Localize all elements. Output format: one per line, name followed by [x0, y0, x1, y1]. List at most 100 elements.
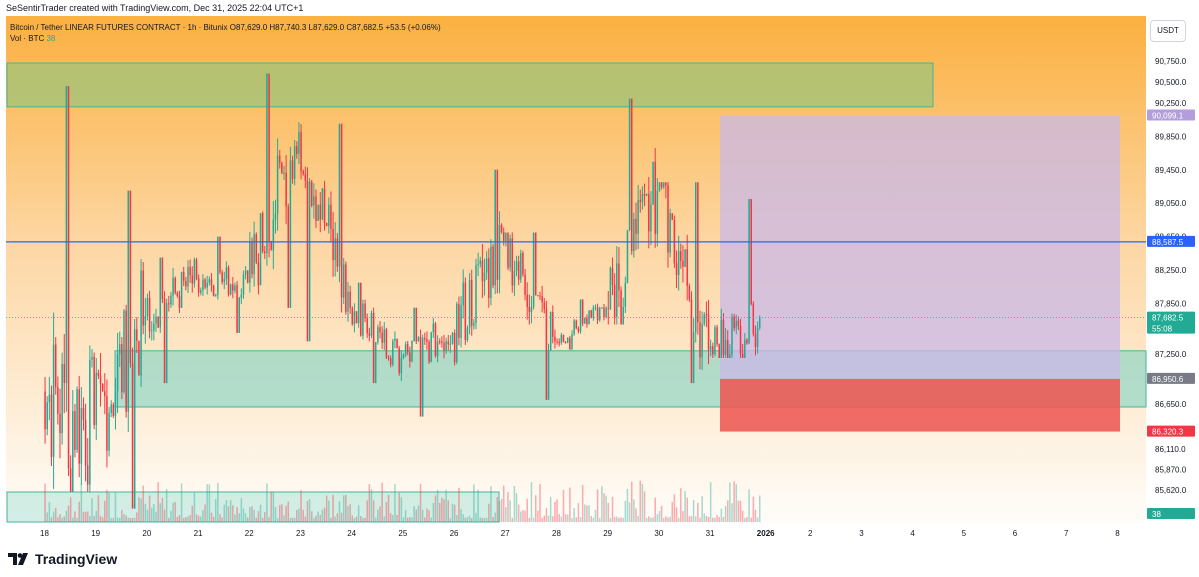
candle-body [123, 310, 125, 392]
volume-bar [413, 506, 415, 522]
volume-bar [637, 516, 639, 522]
candle-body [368, 333, 371, 336]
currency-button[interactable]: USDT [1150, 20, 1186, 42]
chart-area[interactable]: 90,750.0 90,500.0 90,250.0 89,850.0 89,450.0… [0, 16, 1199, 543]
candle-body [620, 290, 622, 325]
candle-body [739, 326, 742, 354]
candle-body [660, 182, 663, 188]
header-bar: SeSentirTrader created with TradingView.… [0, 0, 1199, 16]
candle-body [191, 275, 194, 284]
volume-bar [464, 517, 467, 522]
volume-bar [509, 500, 511, 522]
x-tick-label: 3 [859, 529, 864, 538]
candle-body [430, 332, 432, 362]
candle-body [238, 297, 240, 333]
candle-body [406, 343, 409, 353]
volume-bar [507, 492, 509, 522]
volume-bar [620, 517, 622, 522]
volume-bar [353, 517, 356, 522]
volume-bar [609, 517, 612, 522]
price-tag-label: 87,682.5 [1152, 314, 1184, 323]
volume-bar [724, 506, 727, 522]
candle-body [601, 307, 603, 309]
candle-body [182, 271, 185, 281]
volume-bar [694, 516, 697, 522]
candle-body [74, 411, 76, 450]
volume-bar [133, 517, 136, 522]
volume-bar [447, 500, 450, 522]
volume-bar [180, 483, 183, 522]
volume-bar [441, 497, 443, 522]
volume-bar [628, 502, 631, 522]
candle-body [590, 310, 592, 318]
candle-body [566, 337, 569, 343]
candle-body [80, 407, 83, 464]
candle-body [735, 320, 738, 329]
candle-body [609, 267, 612, 309]
volume-bar [61, 517, 63, 522]
candle-body [720, 319, 723, 358]
x-tick-label: 2 [808, 529, 813, 538]
y-tick-label: 86,650.0 [1155, 400, 1187, 409]
candle-body [579, 299, 582, 332]
candle-body [541, 296, 543, 303]
volume-bar [163, 509, 166, 522]
volume-bar [225, 500, 228, 522]
price-tag [1147, 235, 1195, 247]
candle-body [72, 411, 74, 492]
volume-bar [703, 513, 706, 522]
volume-bar [534, 495, 537, 522]
candle-body [383, 329, 386, 343]
candle-body [202, 279, 204, 291]
candle-body [464, 282, 467, 340]
volume-bar [44, 483, 46, 522]
candle-body [210, 279, 213, 286]
volume-bar [338, 501, 341, 522]
volume-bar [187, 516, 189, 522]
candle-body [304, 173, 307, 181]
price-tag-label: 88,587.5 [1152, 238, 1184, 247]
tradingview-logo[interactable]: TradingView [8, 550, 117, 568]
candle-body [330, 204, 332, 229]
volume-bar [153, 504, 155, 522]
candle-body [325, 222, 328, 227]
volume-bar [176, 516, 179, 522]
volume-bar [360, 516, 362, 522]
volume-bar [750, 517, 752, 522]
candle-body [101, 383, 104, 392]
volume-bar [86, 511, 89, 522]
volume-bar [351, 515, 354, 522]
price-chart[interactable]: 90,750.0 90,500.0 90,250.0 89,850.0 89,450.0… [0, 16, 1199, 543]
volume-bar [675, 507, 678, 522]
volume-bar [84, 511, 87, 522]
candle-body [438, 341, 441, 343]
volume-bar [72, 517, 74, 522]
candle-body [434, 323, 437, 356]
volume-bar [417, 505, 420, 522]
candle-body [153, 323, 155, 331]
candle-body [129, 190, 132, 364]
candle-body [289, 160, 292, 308]
candle-body [575, 320, 578, 329]
volume-bar [300, 490, 302, 522]
volume-bar [511, 517, 514, 522]
candle-body [522, 253, 524, 275]
x-tick-label: 2026 [757, 529, 775, 538]
volume-bar [357, 505, 360, 522]
candle-body [507, 232, 509, 268]
volume-bar [517, 504, 520, 522]
volume-bar [500, 498, 503, 522]
candle-body [110, 404, 112, 413]
volume-bar [665, 516, 667, 522]
candle-body [189, 266, 191, 276]
volume-bar [142, 485, 144, 522]
candle-body [630, 98, 633, 251]
volume-bar [364, 517, 366, 522]
volume-bar [699, 517, 701, 522]
volume-bar [662, 517, 665, 522]
y-tick-label: 86,110.0 [1155, 445, 1186, 454]
volume-bar [65, 510, 68, 522]
y-tick-label: 87,850.0 [1155, 300, 1187, 309]
y-tick-label: 85,620.0 [1155, 486, 1187, 495]
candle-body [639, 200, 642, 203]
